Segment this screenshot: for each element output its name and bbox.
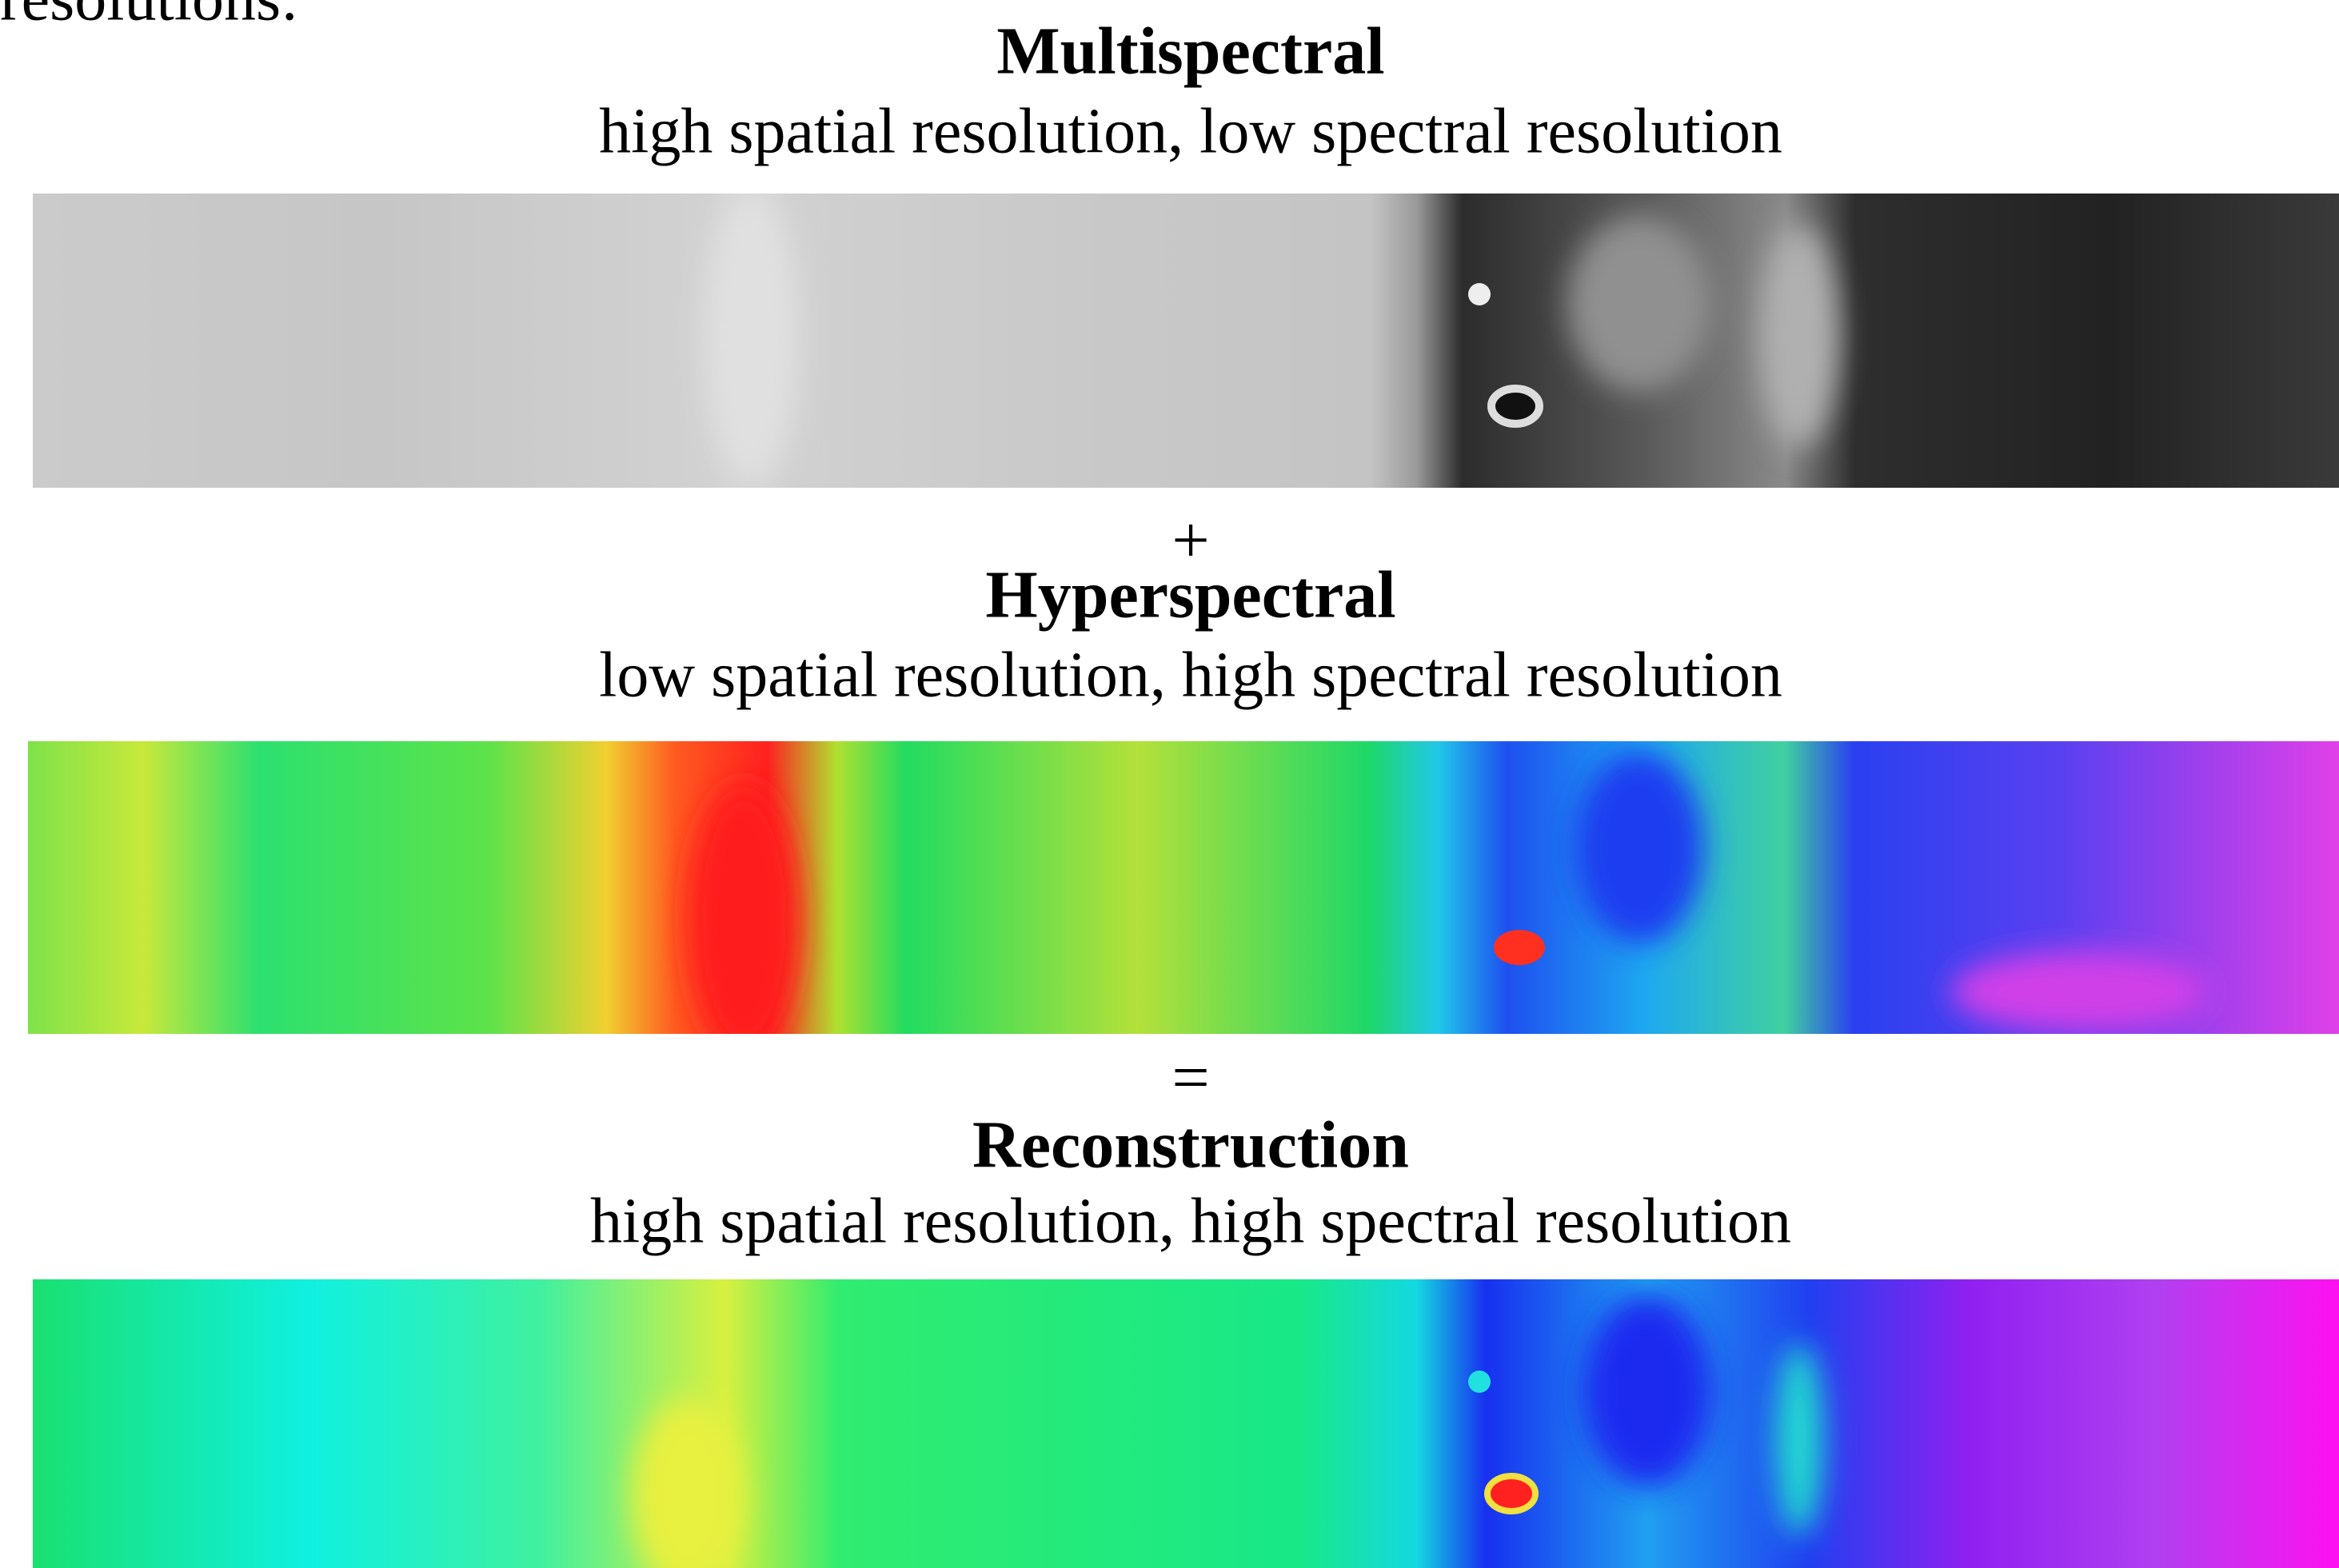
panel-subtitle: high spatial resolution, low spectral re… — [599, 96, 1782, 166]
reconstruction-image — [33, 1279, 2339, 1568]
figure: resolutions: Multispectral high spatial … — [0, 0, 2339, 1568]
multispectral-image — [33, 184, 2339, 488]
panel-subtitle: low spatial resolution, high spectral re… — [599, 640, 1782, 710]
panel-subtitle: high spatial resolution, high spectral r… — [590, 1186, 1791, 1256]
intro-text: resolutions: — [0, 0, 298, 34]
panel-title: Multispectral — [996, 14, 1384, 88]
hyperspectral-image — [28, 741, 2339, 1055]
panel-title: Hyperspectral — [985, 557, 1395, 632]
panel-title: Reconstruction — [972, 1107, 1409, 1182]
operator: = — [1171, 1040, 1209, 1115]
